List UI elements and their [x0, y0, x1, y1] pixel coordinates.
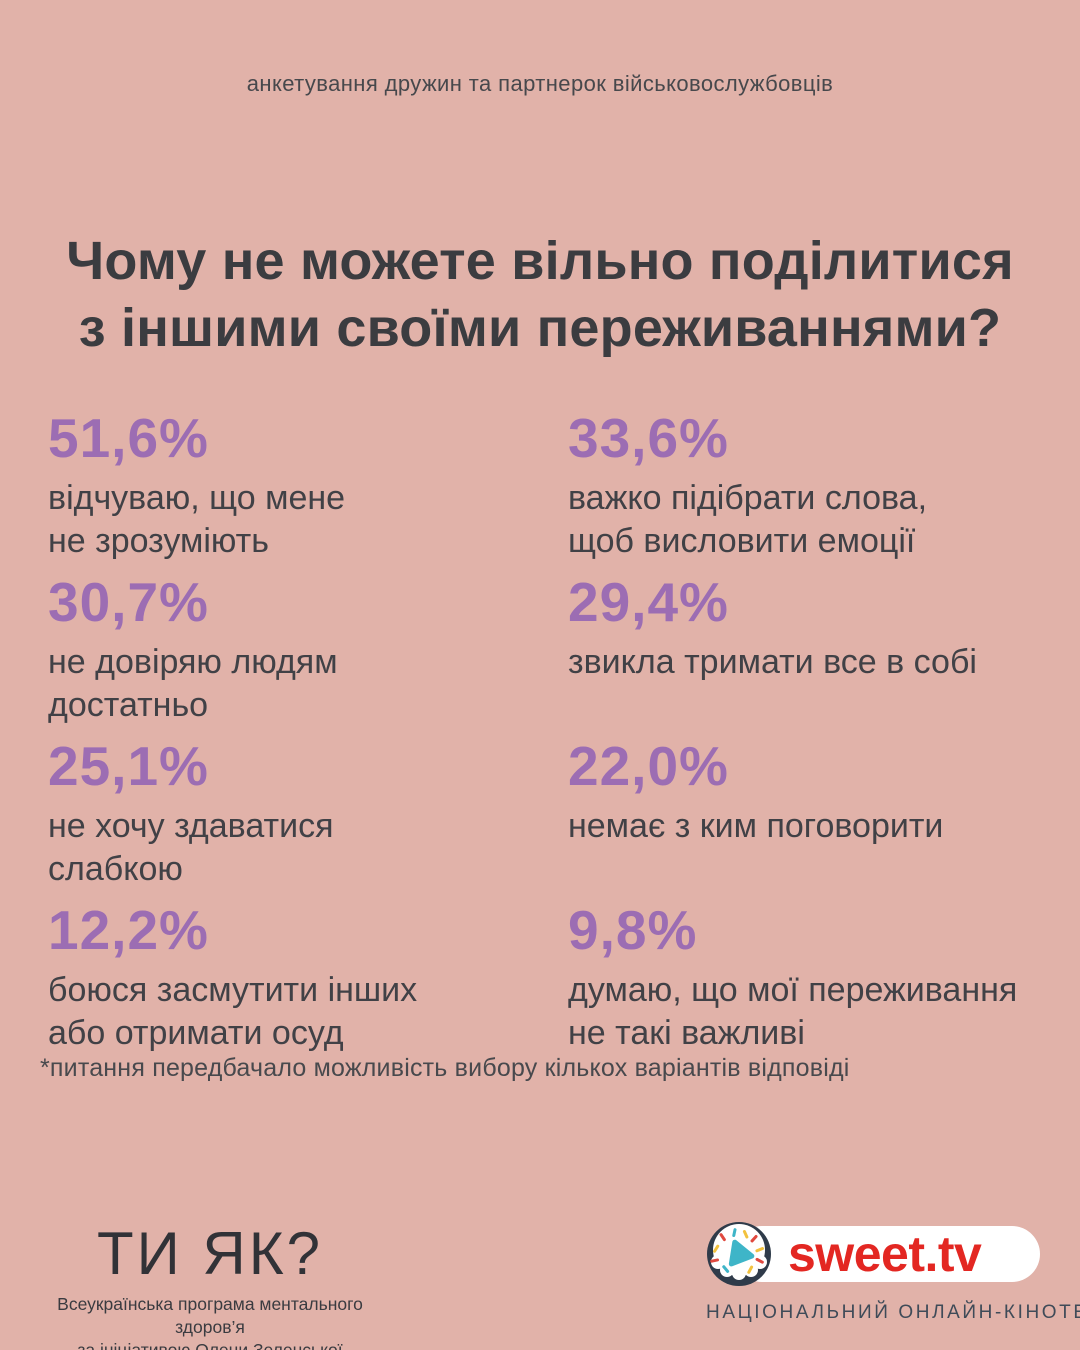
stat-item: 9,8% думаю, що мої переживання не такі в… — [568, 898, 1038, 1062]
ti-yak-logo: ТИ ЯК? Всеукраїнська програма ментальног… — [42, 1224, 378, 1350]
stat-item: 51,6% відчуваю, що мене не зрозуміють — [48, 406, 568, 570]
stat-percentage: 29,4% — [568, 571, 729, 633]
stat-description: немає з ким поговорити — [568, 807, 944, 845]
ti-yak-program-text: Всеукраїнська програма ментального здоро… — [57, 1294, 363, 1350]
stat-description: думаю, що мої переживання не такі важлив… — [568, 971, 1018, 1052]
stat-percentage: 33,6% — [568, 407, 729, 469]
survey-subtitle: анкетування дружин та партнерок військов… — [246, 71, 834, 96]
sweet-tv-tagline: НАЦІОНАЛЬНИЙ ОНЛАЙН-КІНОТЕАТР — [706, 1302, 1080, 1323]
stat-percentage: 12,2% — [48, 899, 209, 961]
sweet-tv-donut-play-icon — [706, 1221, 772, 1287]
stat-description: відчуваю, що мене не зрозуміють — [48, 479, 346, 560]
footnote: *питання передбачало можливість вибору к… — [40, 1054, 850, 1082]
sweet-tv-pill: sweet.tv — [706, 1222, 1040, 1286]
stat-percentage: 25,1% — [48, 735, 209, 797]
stat-percentage: 51,6% — [48, 407, 209, 469]
stat-description: не довіряю людям достатньо — [48, 643, 338, 724]
page-title: Чому не можете вільно поділитися з іншим… — [66, 231, 1014, 359]
stats-grid: 51,6% відчуваю, що мене не зрозуміють 33… — [48, 406, 1038, 1062]
stat-item: 29,4% звикла тримати все в собі — [568, 570, 1038, 734]
stat-item: 33,6% важко підібрати слова, щоб вислови… — [568, 406, 1038, 570]
stat-item: 22,0% немає з ким поговорити — [568, 734, 1038, 898]
stat-description: важко підібрати слова, щоб висловити емо… — [568, 479, 928, 560]
stat-item: 25,1% не хочу здаватися слабкою — [48, 734, 568, 898]
ti-yak-wordmark: ТИ ЯК? — [96, 1220, 324, 1287]
sweet-tv-logo: sweet.tv НАЦІОНАЛЬНИЙ ОНЛАЙН-КІНОТЕАТР — [706, 1222, 1080, 1324]
stat-percentage: 30,7% — [48, 571, 209, 633]
stat-description: не хочу здаватися слабкою — [48, 807, 334, 888]
stat-percentage: 22,0% — [568, 735, 729, 797]
sweet-tv-wordmark: sweet.tv — [788, 1226, 982, 1282]
stat-item: 30,7% не довіряю людям достатньо — [48, 570, 568, 734]
stat-description: звикла тримати все в собі — [568, 643, 977, 681]
stat-description: боюся засмутити інших або отримати осуд — [48, 971, 418, 1052]
sweet-tv-pill-background — [734, 1226, 1040, 1282]
stat-item: 12,2% боюся засмутити інших або отримати… — [48, 898, 568, 1062]
stat-percentage: 9,8% — [568, 899, 698, 961]
